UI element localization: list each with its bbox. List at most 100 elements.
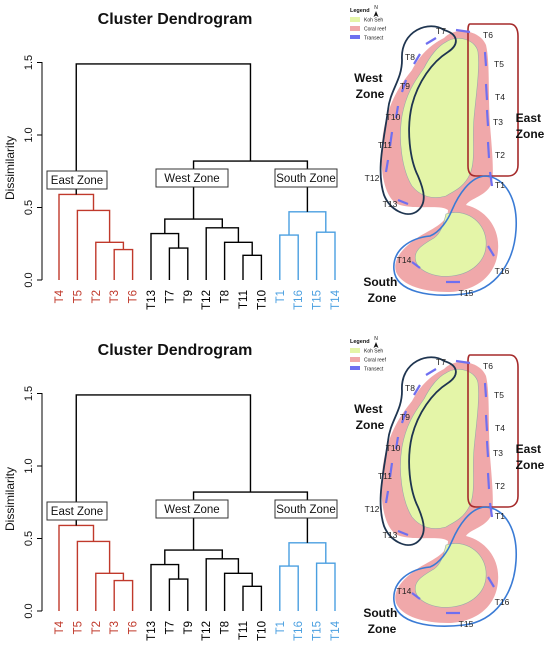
dendrogram: Cluster Dendrogram Dissimilarity 0.0 0.5 1…	[3, 11, 342, 310]
transect-line	[486, 141, 491, 159]
y-tick-label: 1.0	[23, 127, 35, 142]
dendrogram-link	[58, 193, 95, 280]
legend-swatch-transect	[350, 35, 360, 39]
zone-label-west: West Zone	[164, 173, 219, 185]
leaf-label: T1	[275, 290, 287, 303]
map-west-zone-label: West Zone	[354, 402, 386, 432]
y-tick-label: 1.0	[23, 458, 35, 473]
transect-label: T6	[483, 361, 493, 371]
zone-box-east	[46, 170, 108, 190]
island-koh-seh-south	[414, 543, 487, 608]
zone-box-west	[155, 499, 229, 519]
transect-label: T9	[400, 412, 410, 422]
leaf-label: T5	[72, 290, 84, 303]
north-arrow-label: N	[374, 5, 378, 11]
leaf-label: T4	[54, 289, 66, 303]
leaf-label: T6	[128, 621, 140, 634]
leaf-label: T15	[312, 290, 324, 310]
north-arrow-icon	[373, 342, 379, 348]
transect-label: T14	[397, 255, 412, 265]
dendrogram-link	[164, 218, 223, 234]
leaf-label: T13	[146, 290, 158, 310]
transect-line	[384, 159, 390, 173]
dendrogram-link	[76, 540, 111, 611]
leaf-label: T7	[164, 621, 176, 634]
transect-line	[400, 410, 408, 424]
transect-line	[488, 171, 494, 187]
transect-label: T10	[386, 443, 401, 453]
island-map: Legend N Koh Seh Coral reef Transect Wes…	[350, 336, 545, 636]
dendrogram-link	[223, 572, 253, 611]
transect-line	[394, 436, 400, 450]
leaf-label: T15	[312, 621, 324, 641]
leaf-label: T9	[183, 621, 195, 634]
transect-line	[485, 440, 490, 458]
island-koh-seh	[400, 369, 479, 529]
transect-label: T3	[493, 448, 503, 458]
leaf-label: T10	[256, 290, 268, 310]
zone-box-west	[155, 168, 229, 188]
dendrogram-link	[164, 549, 223, 565]
transect-label: T12	[365, 504, 380, 514]
transect-label: T7	[436, 357, 446, 367]
leaf-label: T2	[91, 621, 103, 634]
south-zone-outline	[393, 175, 517, 296]
transect-line	[484, 83, 489, 101]
zone-box-east	[46, 501, 108, 521]
leaf-label: T6	[128, 290, 140, 303]
transect-line	[413, 53, 421, 65]
leaf-label: T8	[220, 290, 232, 303]
dendrogram-link	[75, 63, 252, 195]
transect-label: T11	[378, 471, 392, 481]
leaf-label: T16	[293, 621, 305, 641]
map-legend: Legend N Koh Seh Coral reef Transect	[350, 5, 387, 42]
leaf-label: T12	[201, 290, 213, 310]
transect-label: T1	[495, 511, 505, 521]
y-tick-label: 0.0	[23, 603, 35, 618]
leaf-label: T13	[146, 621, 158, 641]
legend-item-coral-reef: Coral reef	[364, 358, 387, 364]
dendrogram-link	[168, 247, 189, 280]
dendrogram-link	[58, 524, 95, 611]
west-zone-outline	[379, 356, 457, 546]
transect-line	[484, 414, 489, 432]
island-map: Legend N Koh Seh Coral reef Transect Wes…	[350, 5, 545, 305]
south-zone-outline	[393, 506, 517, 627]
dendrogram-link	[242, 585, 263, 611]
zone-box-south	[274, 499, 338, 519]
y-tick-label: 1.5	[23, 55, 35, 70]
transect-label: T11	[378, 140, 392, 150]
zone-label-east: East Zone	[51, 175, 103, 187]
transect-line	[388, 462, 394, 478]
y-tick-label: 1.5	[23, 386, 35, 401]
east-zone-outline	[467, 23, 519, 177]
transect-label: T6	[483, 30, 493, 40]
transect-line	[488, 502, 494, 518]
y-axis-label: Dissimilarity	[3, 467, 17, 531]
dendrogram-link	[150, 563, 180, 611]
y-tick-label: 0.0	[23, 272, 35, 287]
transect-lines	[384, 28, 495, 284]
dendrogram-link	[95, 572, 125, 611]
dendrogram-link	[150, 232, 180, 280]
legend-swatch-coral-reef	[350, 26, 360, 31]
legend-item-coral-reef: Coral reef	[364, 27, 387, 33]
transect-line	[388, 131, 394, 147]
transect-line	[394, 105, 400, 119]
map-east-zone-label: East Zone	[516, 442, 545, 472]
transect-line	[455, 359, 471, 365]
dendrogram-link	[242, 254, 263, 280]
zone-box-south	[274, 168, 338, 188]
zone-label-south: South Zone	[276, 504, 335, 516]
legend-swatch-koh-seh	[350, 17, 360, 22]
transect-label: T3	[493, 117, 503, 127]
map-south-zone-label: South Zone	[363, 275, 400, 305]
dendrogram-link	[75, 394, 252, 526]
transect-label: T16	[495, 266, 510, 276]
zone-label-west: West Zone	[164, 504, 219, 516]
dendrogram-link	[76, 209, 111, 280]
transect-line	[487, 576, 495, 588]
transect-line	[485, 109, 490, 127]
island-koh-seh-south	[414, 212, 487, 277]
transect-label: T13	[383, 199, 398, 209]
